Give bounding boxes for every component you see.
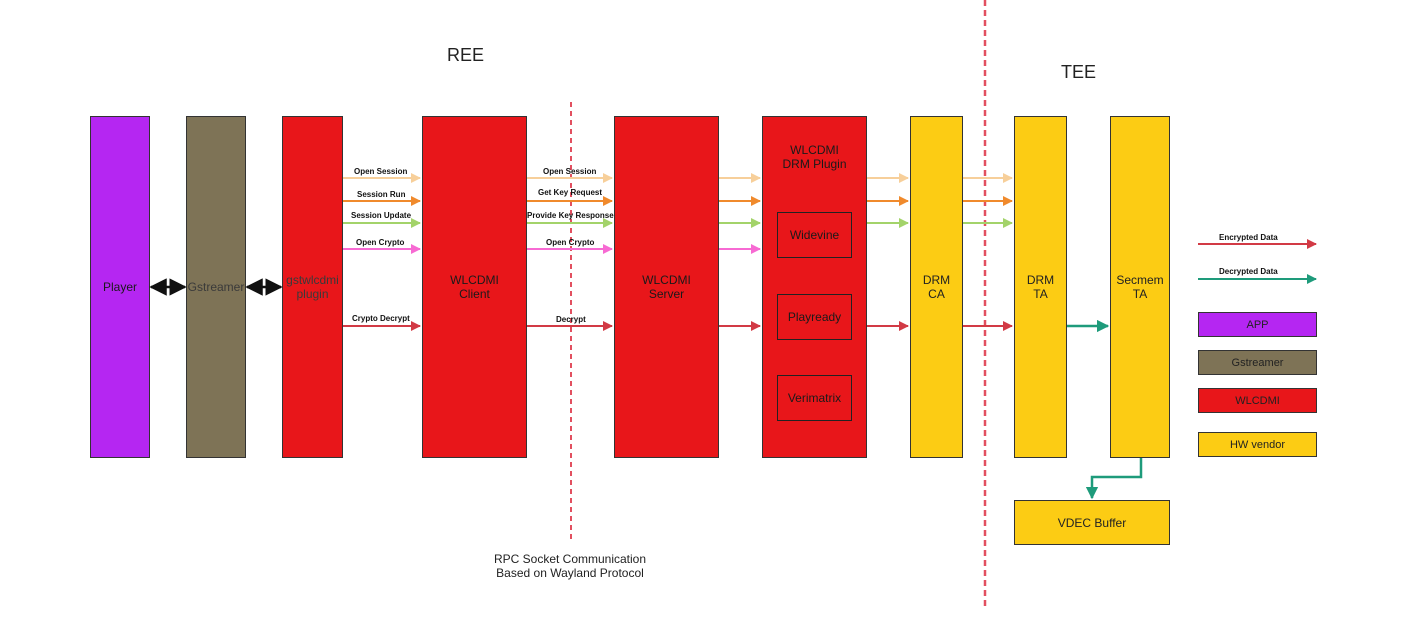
gstreamer-label: Gstreamer: [187, 280, 245, 294]
gstwlcdmi-plugin-label: gstwlcdmi plugin: [286, 273, 339, 301]
wlcdmi-client-label: WLCDMI Client: [450, 273, 499, 301]
rpc-caption: RPC Socket Communication Based on Waylan…: [493, 552, 647, 580]
widevine-box: Widevine: [777, 212, 852, 258]
legend-encrypted-label: Encrypted Data: [1219, 233, 1278, 242]
wlcdmi-drm-plugin-label: WLCDMI DRM Plugin: [782, 143, 847, 171]
label-open-crypto-2: Open Crypto: [546, 238, 595, 247]
wlcdmi-server-block: WLCDMI Server: [614, 116, 719, 458]
player-label: Player: [102, 280, 137, 294]
drm-ca-label: DRM CA: [922, 273, 951, 301]
label-decrypt: Decrypt: [556, 315, 586, 324]
label-open-crypto-1: Open Crypto: [356, 238, 405, 247]
tee-label: TEE: [1061, 62, 1097, 82]
legend-decrypted-label: Decrypted Data: [1219, 267, 1278, 276]
arrow-secmem-vdec: [1085, 458, 1143, 500]
label-open-session-2: Open Session: [543, 167, 597, 176]
label-open-session-1: Open Session: [354, 167, 408, 176]
label-session-run: Session Run: [357, 190, 406, 199]
label-get-key-request: Get Key Request: [538, 188, 603, 197]
drm-ca-block: DRM CA: [910, 116, 963, 458]
drm-ta-label: DRM TA: [1026, 273, 1055, 301]
wlcdmi-server-label: WLCDMI Server: [642, 273, 691, 301]
legend-app: APP: [1198, 312, 1317, 337]
label-session-update: Session Update: [351, 211, 412, 220]
player-block: Player: [90, 116, 150, 458]
vdec-buffer-label: VDEC Buffer: [1057, 515, 1127, 530]
legend-wlcdmi: WLCDMI: [1198, 388, 1317, 413]
secmem-ta-block: Secmem TA: [1110, 116, 1170, 458]
legend-gstreamer: Gstreamer: [1198, 350, 1317, 375]
ree-label: REE: [447, 45, 485, 65]
verimatrix-box: Verimatrix: [777, 375, 852, 421]
playready-box: Playready: [777, 294, 852, 340]
wlcdmi-client-block: WLCDMI Client: [422, 116, 527, 458]
legend-hw-vendor: HW vendor: [1198, 432, 1317, 457]
label-provide-key-response: Provide Key Response: [527, 211, 614, 220]
label-crypto-decrypt: Crypto Decrypt: [352, 314, 410, 323]
vdec-buffer-block: VDEC Buffer: [1014, 500, 1170, 545]
gstwlcdmi-plugin-block: gstwlcdmi plugin: [282, 116, 343, 458]
secmem-ta-label: Secmem TA: [1116, 273, 1164, 301]
drm-ta-block: DRM TA: [1014, 116, 1067, 458]
